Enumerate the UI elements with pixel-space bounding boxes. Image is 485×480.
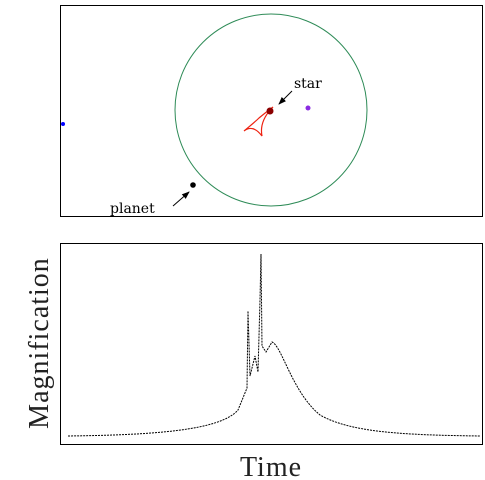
y-axis-label: Magnification bbox=[24, 257, 55, 429]
light-curve: Magnification Time bbox=[24, 243, 483, 480]
source-dot bbox=[305, 105, 311, 111]
planet-label: planet bbox=[110, 201, 155, 217]
planet-arrow bbox=[172, 191, 190, 207]
lens-plane: star planet bbox=[60, 5, 483, 217]
magnification-curve bbox=[67, 253, 481, 437]
panel-frame bbox=[60, 243, 483, 445]
x-axis-label: Time bbox=[240, 452, 302, 480]
panel-frame bbox=[60, 5, 483, 217]
caustic bbox=[243, 106, 274, 137]
star-arrow bbox=[278, 90, 293, 105]
image-dot bbox=[61, 122, 65, 126]
einstein-ring bbox=[174, 13, 368, 207]
star-label: star bbox=[294, 76, 322, 92]
star-dot bbox=[266, 107, 274, 115]
planet-dot bbox=[190, 182, 196, 188]
